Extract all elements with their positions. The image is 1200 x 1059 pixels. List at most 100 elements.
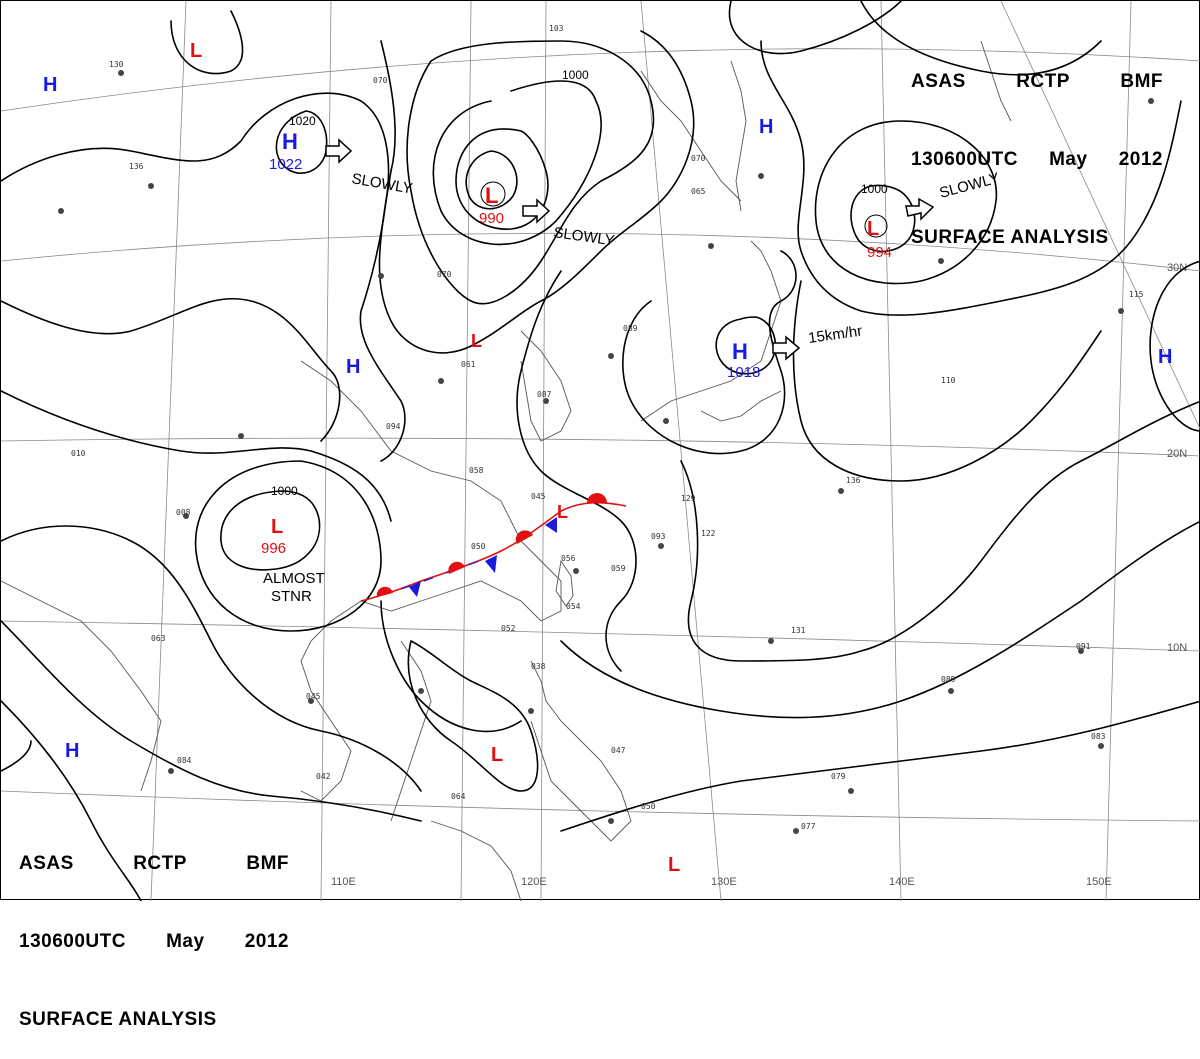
station-plots — [58, 70, 1154, 834]
meridian-110e — [150, 1, 187, 901]
weather-map: 110E 120E 130E 140E 150E 30N 20N 10N — [0, 0, 1200, 1030]
title-line-2: 130600UTC May 2012 — [911, 147, 1163, 173]
cold-symbol — [409, 581, 421, 597]
station-text: 061 — [461, 360, 476, 369]
station-text: 065 — [691, 187, 706, 196]
isobar-west-south — [1, 525, 422, 792]
isobar-1000-low-east — [850, 184, 916, 253]
station-text: 047 — [611, 746, 626, 755]
coast-borneo — [430, 820, 522, 901]
station-marker — [658, 543, 664, 549]
isobar-se-long — [560, 520, 1200, 719]
station-marker — [1098, 743, 1104, 749]
coast-kamchatka — [980, 40, 1012, 122]
station-text: 110 — [941, 376, 956, 385]
coast-philippines — [530, 660, 632, 842]
graticule — [1, 1, 1200, 901]
station-text: 059 — [611, 564, 626, 573]
cold-front-symbols — [409, 517, 557, 597]
station-text: 115 — [1129, 290, 1144, 299]
station-marker — [238, 433, 244, 439]
isobar-outer-mongolia — [406, 40, 655, 305]
stationary-front — [360, 493, 627, 602]
isobar-japan-ridge — [622, 250, 797, 455]
station-marker — [118, 70, 124, 76]
lat-label-10n: 10N — [1167, 642, 1187, 654]
station-text: 091 — [1076, 642, 1091, 651]
station-text: 083 — [1091, 732, 1106, 741]
title-station: RCTP — [133, 853, 187, 874]
station-text: 087 — [537, 390, 552, 399]
title-month: May — [166, 931, 205, 952]
high-center: H — [732, 339, 748, 364]
low-pressure: 994 — [867, 244, 892, 261]
title-block-top: ASAS RCTP BMF 130600UTC May 2012 SURFACE… — [911, 17, 1163, 277]
station-text: 008 — [176, 508, 191, 517]
lat-label-30n: 30N — [1167, 262, 1187, 274]
station-text: 058 — [469, 466, 484, 475]
front-line-blue-overlay — [400, 556, 492, 590]
low-center: L — [668, 854, 680, 876]
station-text: 136 — [129, 162, 144, 171]
station-text: 064 — [451, 792, 466, 801]
station-marker — [793, 828, 799, 834]
isobar-north-wide — [378, 30, 695, 354]
station-marker — [948, 688, 954, 694]
isobars — [1, 1, 1200, 901]
isobar-outer-low-west — [194, 460, 382, 632]
lon-label-110e: 110E — [331, 876, 356, 888]
station-text: 070 — [437, 270, 452, 279]
meridian-140e — [880, 1, 902, 901]
station-marker — [708, 243, 714, 249]
title-station: RCTP — [1016, 71, 1070, 92]
title-code: BMF — [1120, 71, 1163, 92]
motion-label-slowly: SLOWLY — [350, 170, 413, 197]
low-center: L — [471, 331, 482, 351]
title-month: May — [1049, 149, 1088, 170]
isobar-label: 1020 — [289, 114, 316, 128]
isobar-west-trough — [1, 297, 341, 442]
station-text: 077 — [801, 822, 816, 831]
coast-east-asia-mainland — [300, 360, 562, 802]
title-agency: ASAS — [911, 71, 966, 92]
station-marker — [1078, 648, 1084, 654]
title-line-3: SURFACE ANALYSIS — [911, 225, 1163, 251]
title-code: BMF — [246, 853, 289, 874]
isobar-label: 1000 — [861, 182, 888, 196]
isobar-south-arc — [380, 600, 522, 733]
station-numbers: 130 136 070 103 070 065 070 061 087 089 … — [71, 24, 1144, 831]
motion-label-slowly: SLOWLY — [552, 224, 615, 249]
isobar-mid-low — [455, 128, 549, 230]
high-pressure: 1018 — [727, 364, 760, 381]
station-marker — [308, 698, 314, 704]
title-product: SURFACE ANALYSIS — [911, 227, 1109, 248]
parallel-10n — [1, 620, 1200, 652]
isobar-sw-small — [1, 740, 32, 772]
station-marker — [438, 378, 444, 384]
low-center-ring — [480, 181, 506, 207]
motion-arrows — [325, 138, 935, 361]
station-text: 042 — [316, 772, 331, 781]
coast-japan — [640, 240, 782, 422]
meridian-150e — [1105, 1, 1132, 901]
high-center: H — [43, 74, 57, 96]
arrow-high-nw — [325, 138, 353, 164]
station-marker — [183, 513, 189, 519]
low-centers: L 990 L 994 L 996 L L L L L — [190, 40, 892, 876]
meridian-130e — [640, 1, 722, 901]
arrow-high-1018 — [772, 335, 801, 361]
station-text: 079 — [831, 772, 846, 781]
meridian-125e — [540, 1, 547, 901]
station-text: 129 — [681, 494, 696, 503]
low-center: L — [867, 218, 879, 240]
high-center: H — [65, 740, 79, 762]
coast-india — [1, 580, 162, 792]
station-marker — [608, 353, 614, 359]
warm-front-symbols — [376, 493, 607, 597]
coast-russia-east — [640, 70, 742, 202]
station-text: 054 — [566, 602, 581, 611]
station-marker — [608, 818, 614, 824]
motion-label-stnr: STNR — [271, 588, 312, 605]
isobar-south-long — [560, 700, 1200, 832]
title-block-bottom: ASAS RCTP BMF 130600UTC May 2012 SURFACE… — [19, 799, 289, 1059]
